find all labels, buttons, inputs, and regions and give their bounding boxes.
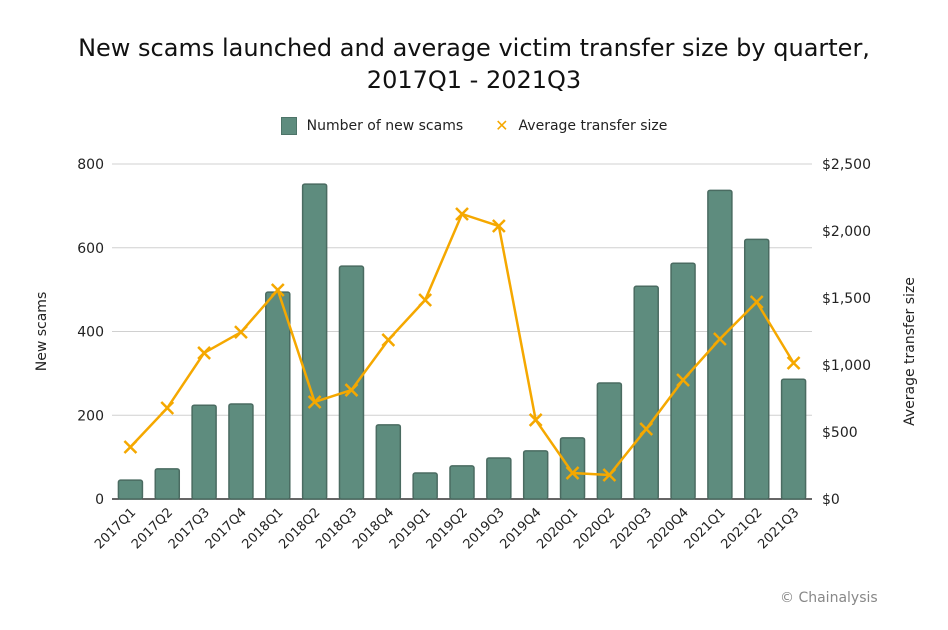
y-tick-label: 600 [77,241,104,257]
x-marker-icon [197,346,211,360]
x-marker-icon [528,413,543,427]
legend-line-label: Average transfer size [518,117,668,134]
bar [154,468,181,500]
x-marker-icon [270,283,285,297]
y-right-tick-label: $1,000 [822,358,871,374]
y-tick-label: 200 [77,408,104,424]
y-right-tick-label: $0 [822,492,840,508]
bar [191,404,217,500]
bar [265,291,291,500]
bar [412,472,438,500]
bar [633,285,659,500]
y-tick-label: 400 [77,325,104,341]
x-marker-icon [713,332,727,346]
y-tick-label: 800 [77,157,104,173]
chart-title: New scams launched and average victim tr… [0,32,948,96]
y-right-tick-label: $1,500 [822,291,871,307]
y-right-tick-label: $2,000 [822,224,871,240]
bar [338,265,365,500]
x-marker-icon [602,468,617,482]
y-axis-label: New scams [34,292,50,372]
legend: Number of new scams ✕ Average transfer s… [0,116,948,135]
x-marker-icon [749,295,764,309]
x-marker-icon [418,293,433,307]
bar [707,189,733,500]
x-marker-icon [455,207,469,221]
y-tick-label: 0 [95,492,104,508]
bar-swatch-icon [280,116,297,135]
title-line-2: 2017Q1 - 2021Q3 [366,66,582,94]
bar [449,465,475,500]
bar [522,450,549,500]
x-marker-icon [491,219,506,233]
x-marker-icon [786,356,801,370]
x-marker-icon [639,422,654,436]
bar [301,183,328,500]
bar [117,479,144,500]
bar [780,378,807,500]
x-tick-label: 2021Q3 [755,505,802,552]
x-marker-icon [123,440,138,454]
x-marker-icon: ✕ [495,116,509,135]
bar [228,403,254,500]
bar [375,424,402,500]
bar [596,382,623,500]
y-right-axis-label: Average transfer size [902,277,918,426]
credit: © Chainalysis [780,590,878,606]
x-marker-icon [234,325,248,340]
x-marker-icon [676,373,690,387]
y-right-tick-label: $2,500 [822,157,871,173]
y-right-tick-label: $500 [822,425,858,441]
title-line-1: New scams launched and average victim tr… [78,34,870,62]
x-marker-icon [344,383,359,397]
x-marker-icon [565,466,580,480]
bar [486,457,512,500]
legend-bar-label: Number of new scams [306,117,464,134]
bar [743,238,770,500]
x-marker-icon [160,401,175,415]
x-marker-icon [381,333,396,347]
bar [559,437,586,500]
x-marker-icon [307,395,322,409]
